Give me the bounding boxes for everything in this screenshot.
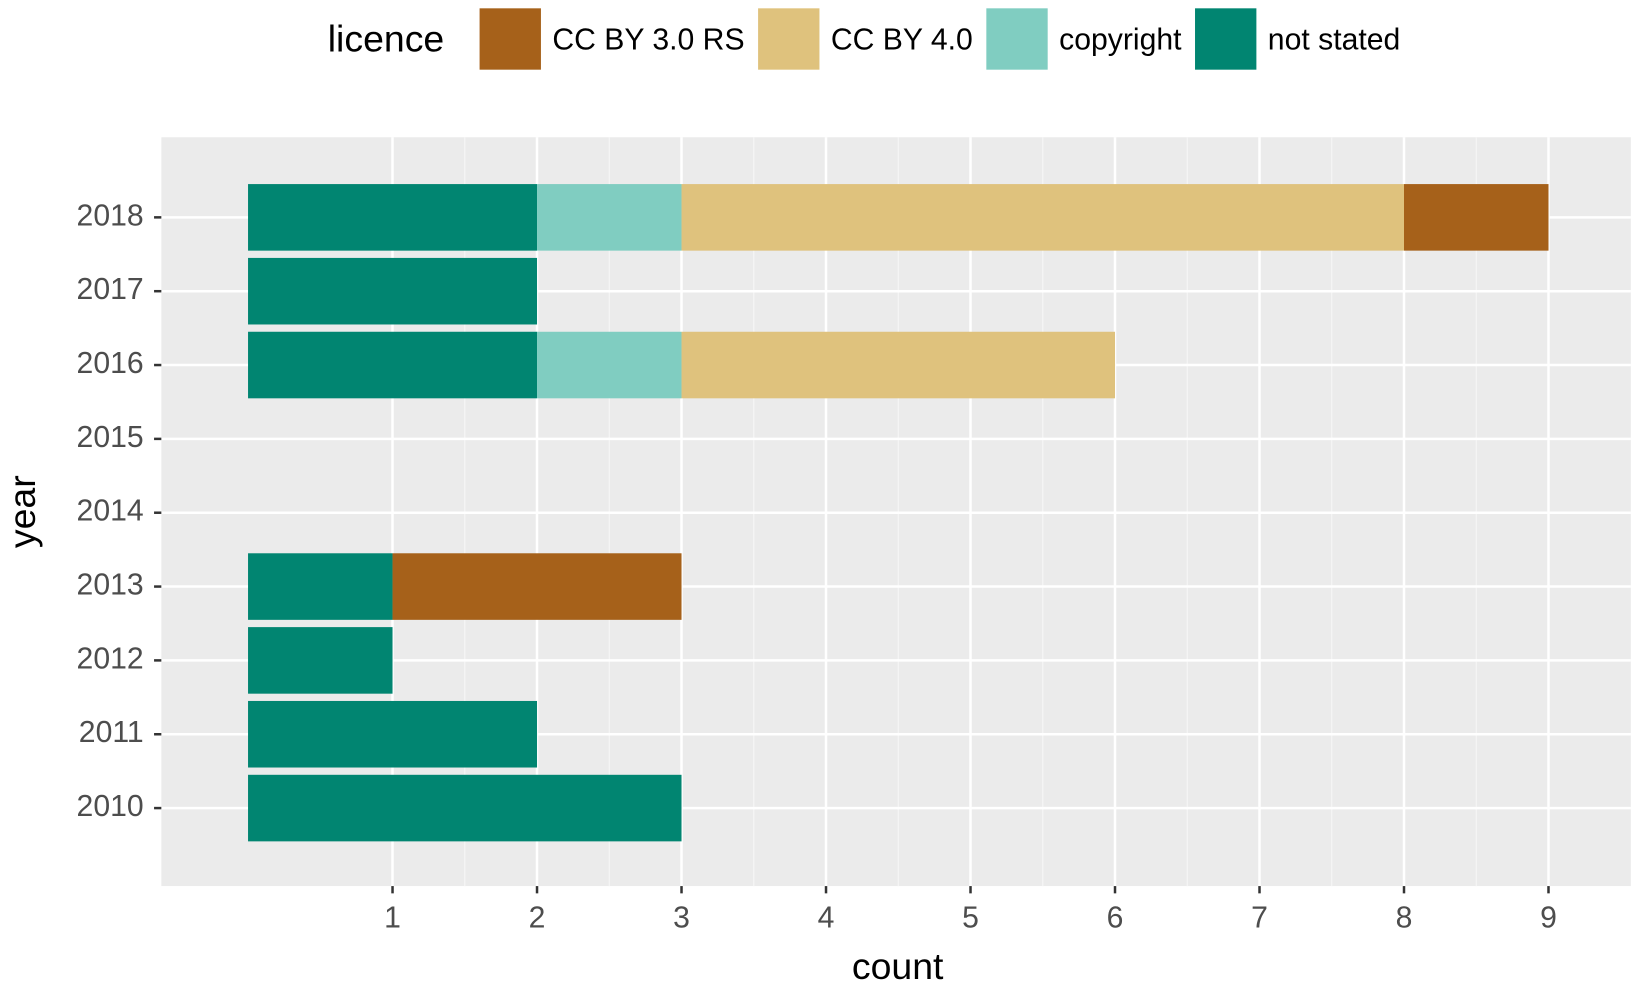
bar-segment [248,257,538,325]
y-tick-label: 2014 [77,495,144,528]
bar-segment [537,184,682,251]
y-tick-label: 2013 [77,569,144,602]
x-tick-label: 1 [384,901,401,934]
bar-segment [681,331,1116,399]
legend-label: copyright [1059,24,1182,57]
legend-title: licence [328,17,445,59]
bar-segment [392,553,682,620]
y-axis-title: year [1,475,43,548]
y-tick-label: 2015 [77,421,144,454]
y-tick-label: 2011 [79,716,144,749]
x-tick-label: 2 [529,901,546,934]
legend-label: CC BY 3.0 RS [552,24,744,57]
y-tick-label: 2010 [77,790,144,823]
bar-segment [248,184,538,251]
x-tick-label: 5 [962,901,979,934]
legend-key [1195,8,1257,70]
y-tick-label: 2012 [77,642,144,675]
bar-segment [248,627,393,694]
legend-label: CC BY 4.0 [831,24,973,57]
bar-segment [681,184,1405,251]
x-tick-label: 8 [1396,901,1413,934]
legend-key [986,8,1048,70]
x-axis-title: count [852,945,944,987]
y-tick-label: 2017 [77,273,144,306]
x-tick-label: 7 [1251,901,1268,934]
y-tick-label: 2016 [77,347,144,380]
y-tick-label: 2018 [77,199,144,232]
bar-segment [248,700,538,768]
legend-key [758,8,820,70]
x-tick-label: 6 [1107,901,1124,934]
x-tick-label: 4 [818,901,835,934]
bar-segment [248,774,682,842]
legend-key [479,8,541,70]
bar-segment [248,331,538,399]
bar-segment [248,553,393,620]
x-tick-label: 3 [673,901,690,934]
bar-segment [537,331,682,399]
legend-label: not stated [1268,24,1400,57]
x-tick-label: 9 [1540,901,1557,934]
bar-segment [1404,184,1549,251]
